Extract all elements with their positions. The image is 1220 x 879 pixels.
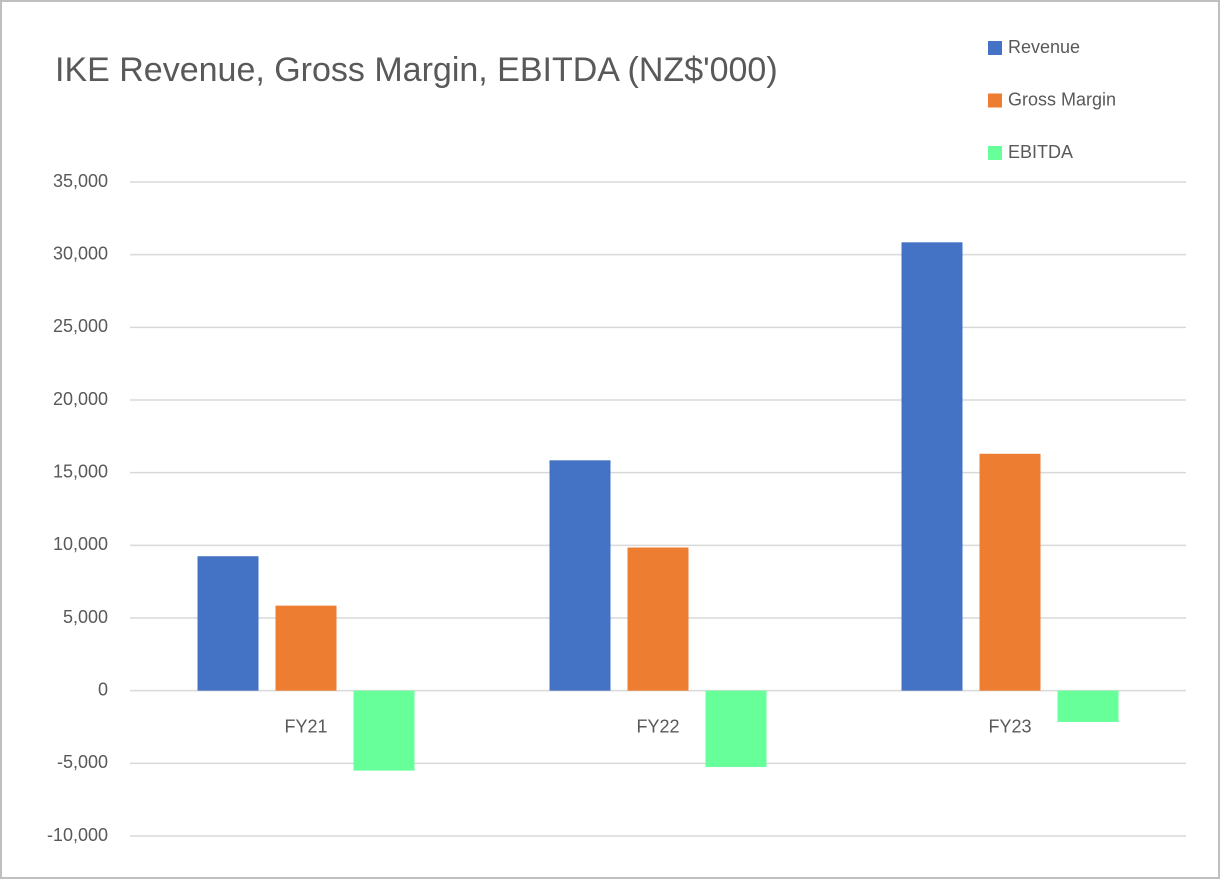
y-tick-label: 15,000 (53, 461, 108, 481)
legend-swatch (988, 93, 1002, 108)
legend-label: EBITDA (1008, 142, 1073, 162)
bar (197, 556, 259, 691)
bar (1057, 690, 1119, 722)
chart-title: IKE Revenue, Gross Margin, EBITDA (NZ$'0… (55, 51, 778, 89)
y-tick-label: 25,000 (53, 316, 108, 336)
x-tick-label: FY22 (636, 716, 679, 736)
legend-label: Gross Margin (1008, 89, 1116, 109)
legend-label: Revenue (1008, 37, 1080, 57)
bar (549, 460, 611, 691)
bar (901, 242, 963, 691)
y-tick-label: 10,000 (53, 534, 108, 554)
legend-swatch (988, 146, 1002, 160)
y-tick-label: 30,000 (53, 243, 108, 263)
y-tick-label: 5,000 (63, 607, 108, 627)
y-tick-label: 20,000 (53, 389, 108, 409)
bar (705, 690, 767, 767)
x-tick-label: FY23 (988, 716, 1031, 736)
bar (353, 690, 415, 771)
y-tick-label: -10,000 (47, 825, 108, 845)
bar (979, 453, 1041, 691)
bar (627, 547, 689, 691)
bar (275, 605, 337, 691)
x-tick-label: FY21 (284, 716, 327, 736)
legend-swatch (988, 41, 1002, 55)
y-tick-label: 35,000 (53, 171, 108, 191)
y-tick-label: -5,000 (57, 752, 108, 772)
y-tick-label: 0 (98, 679, 108, 699)
